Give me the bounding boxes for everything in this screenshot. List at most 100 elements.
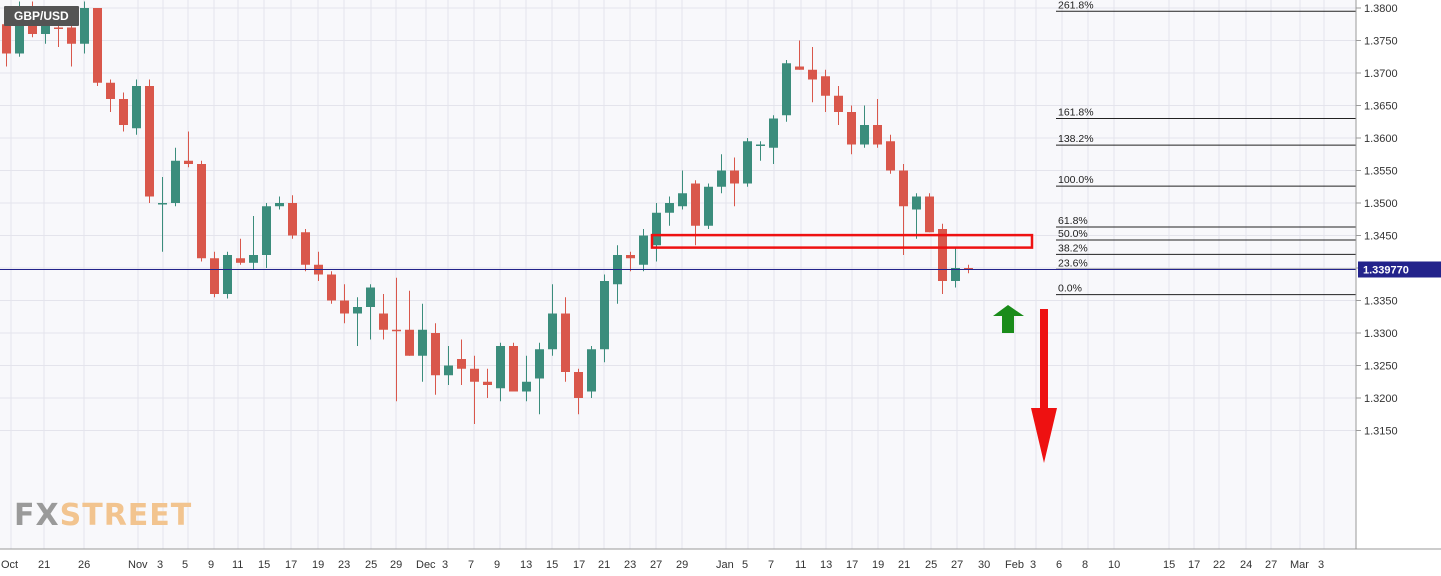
candle-body [80, 8, 89, 44]
bounce-arrow-up [993, 305, 1024, 333]
time-tick-label: 24 [1240, 559, 1252, 571]
candle-body [418, 329, 427, 356]
time-tick-label: 19 [872, 559, 884, 571]
price-axis[interactable]: 1.31501.32001.32501.33001.33501.34001.34… [1356, 3, 1441, 438]
candle-body [873, 125, 882, 145]
time-tick-label: 21 [598, 559, 610, 571]
time-tick-label: 22 [1213, 559, 1225, 571]
time-tick-label: 5 [742, 559, 748, 571]
candle-body [301, 232, 310, 265]
price-tick-label: 1.3800 [1364, 3, 1398, 15]
time-tick-label: 9 [494, 559, 500, 571]
time-tick-label: 3 [1318, 559, 1324, 571]
time-tick-label: 27 [1265, 559, 1277, 571]
time-tick-label: 6 [1056, 559, 1062, 571]
fib-label: 38.2% [1058, 242, 1088, 254]
time-tick-label: 26 [78, 559, 90, 571]
time-tick-label: Dec [416, 559, 436, 571]
candle-body [847, 112, 856, 145]
time-tick-label: 17 [573, 559, 585, 571]
candle-body [886, 141, 895, 171]
price-tick-label: 1.3700 [1364, 68, 1398, 80]
candle-body [899, 170, 908, 207]
candle-body [964, 268, 973, 270]
time-tick-label: 23 [624, 559, 636, 571]
candle-body [860, 125, 869, 145]
time-tick-label: 27 [650, 559, 662, 571]
candle-body [158, 203, 167, 205]
candle-body [912, 196, 921, 210]
candle-body [405, 329, 414, 356]
fibonacci-levels: 261.8% 161.8% 138.2% 100.0% 61.8%50.0% 38.2% 2… [1056, 0, 1356, 296]
time-tick-label: 11 [232, 559, 243, 571]
candle-body [639, 235, 648, 265]
candle-body [691, 183, 700, 226]
candle-body [2, 24, 11, 54]
candle-body [184, 160, 193, 164]
candle-body [535, 349, 544, 379]
candle-body [431, 333, 440, 376]
time-tick-label: 17 [285, 559, 297, 571]
fib-label: 61.8% [1058, 215, 1088, 227]
candle-body [106, 82, 115, 99]
candle-body [574, 372, 583, 398]
candle-body [249, 255, 258, 263]
time-tick-label: 3 [157, 559, 163, 571]
candle-body [678, 193, 687, 207]
resistance-zone [650, 233, 1034, 249]
time-tick-label: 5 [182, 559, 188, 571]
time-tick-label: 19 [312, 559, 324, 571]
price-tick-label: 1.3300 [1364, 328, 1398, 340]
time-tick-label: 23 [338, 559, 350, 571]
time-tick-label: 13 [520, 559, 532, 571]
candle-body [704, 186, 713, 226]
time-axis[interactable]: Oct 21 26 Nov 3 5 9 11 15 17 19 23 25 29 Dec 3 7 9 13 15 17 2… [1, 559, 1324, 571]
candle-body [821, 76, 830, 96]
candle-body [327, 274, 336, 301]
candle-body [145, 86, 154, 197]
time-tick-label: 11 [795, 559, 806, 571]
candle-body [366, 287, 375, 307]
candle-body [93, 8, 102, 83]
price-tick-label: 1.3650 [1364, 101, 1398, 113]
price-tick-label: 1.3450 [1364, 231, 1398, 243]
candle-body [561, 313, 570, 372]
candle-body [223, 255, 232, 294]
candle-body [340, 300, 349, 314]
time-tick-label: 30 [978, 559, 990, 571]
price-tick-label: 1.3750 [1364, 36, 1398, 48]
price-tick-label: 1.3150 [1364, 426, 1398, 438]
time-tick-label: Mar [1290, 559, 1309, 571]
candle-body [951, 268, 960, 281]
current-price-label: 1.339770 [1363, 264, 1409, 276]
candle-body [288, 203, 297, 236]
candle-body [938, 229, 947, 281]
candle-body [379, 313, 388, 330]
price-tick-label: 1.3200 [1364, 393, 1398, 405]
time-tick-label: 7 [468, 559, 474, 571]
candle-body [67, 27, 76, 44]
candle-body [275, 203, 284, 207]
price-tick-label: 1.3250 [1364, 361, 1398, 373]
candle-body [392, 329, 401, 332]
fib-label: 161.8% [1058, 107, 1094, 119]
time-tick-label: 21 [898, 559, 910, 571]
time-tick-label: 17 [1188, 559, 1200, 571]
candle-body [15, 8, 24, 54]
candle-body [548, 313, 557, 350]
time-tick-label: Nov [128, 559, 148, 571]
time-tick-label: 7 [768, 559, 774, 571]
candle-body [730, 170, 739, 184]
candle-body [743, 141, 752, 184]
price-tick-label: 1.3600 [1364, 133, 1398, 145]
plot-background [0, 0, 1356, 549]
fib-label: 138.2% [1058, 133, 1094, 145]
symbol-badge: GBP/USD [4, 6, 79, 26]
candle-body [522, 381, 531, 392]
time-tick-label: 25 [365, 559, 377, 571]
logo-street: STREET [59, 498, 193, 533]
candle-body [808, 69, 817, 80]
candle-body [665, 203, 674, 213]
candle-body [769, 118, 778, 148]
